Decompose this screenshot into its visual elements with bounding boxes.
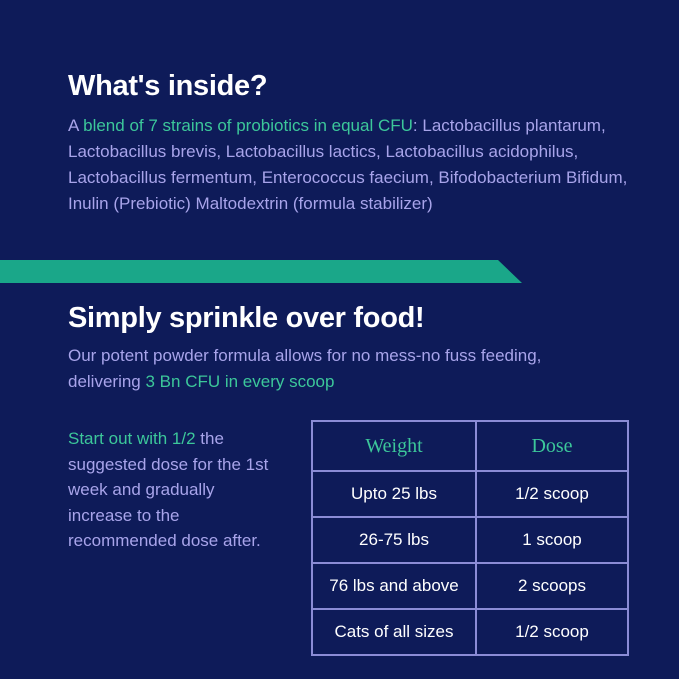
table-cell: 1 scoop [475, 516, 629, 564]
sprinkle-text: Our potent powder formula allows for no … [68, 343, 578, 395]
table-row: Upto 25 lbs 1/2 scoop [311, 470, 629, 518]
divider-stripe [0, 260, 522, 283]
table-cell: 76 lbs and above [311, 562, 477, 610]
table-row: Cats of all sizes 1/2 scoop [311, 608, 629, 656]
table-row: 76 lbs and above 2 scoops [311, 562, 629, 610]
table-cell: Upto 25 lbs [311, 470, 477, 518]
table-cell: 26-75 lbs [311, 516, 477, 564]
table-cell: 2 scoops [475, 562, 629, 610]
inside-text: A blend of 7 strains of probiotics in eq… [68, 113, 638, 217]
inside-prefix: A [68, 116, 84, 135]
note-text: the suggested dose for the 1st week and … [68, 429, 269, 550]
header-row: Weight Dose [311, 420, 629, 472]
note-highlight: Start out with 1/2 [68, 429, 196, 448]
table-row: 26-75 lbs 1 scoop [311, 516, 629, 564]
sprinkle-body: Our potent powder formula allows for no … [68, 346, 542, 391]
header-cell: Weight [311, 420, 477, 472]
inside-title: What's inside? [68, 70, 268, 102]
inside-highlight: blend of 7 strains of probiotics in equa… [83, 116, 413, 135]
table-cell: 1/2 scoop [475, 608, 629, 656]
header-cell: Dose [475, 420, 629, 472]
sprinkle-highlight: 3 Bn CFU in every scoop [145, 372, 335, 391]
dose-note: Start out with 1/2 the suggested dose fo… [68, 426, 283, 554]
table-cell: 1/2 scoop [475, 470, 629, 518]
dose-table: Weight Dose Upto 25 lbs 1/2 scoop 26-75 lbs… [311, 420, 629, 656]
table-cell: Cats of all sizes [311, 608, 477, 656]
stripe-shape [0, 260, 522, 283]
inside-rest: : Lactobacillus plantarum, Lactobacillus… [68, 116, 628, 213]
table-body: Upto 25 lbs 1/2 scoop 26-75 lbs 1 scoop 76 l… [311, 470, 629, 656]
sprinkle-title: Simply sprinkle over food! [68, 302, 425, 334]
